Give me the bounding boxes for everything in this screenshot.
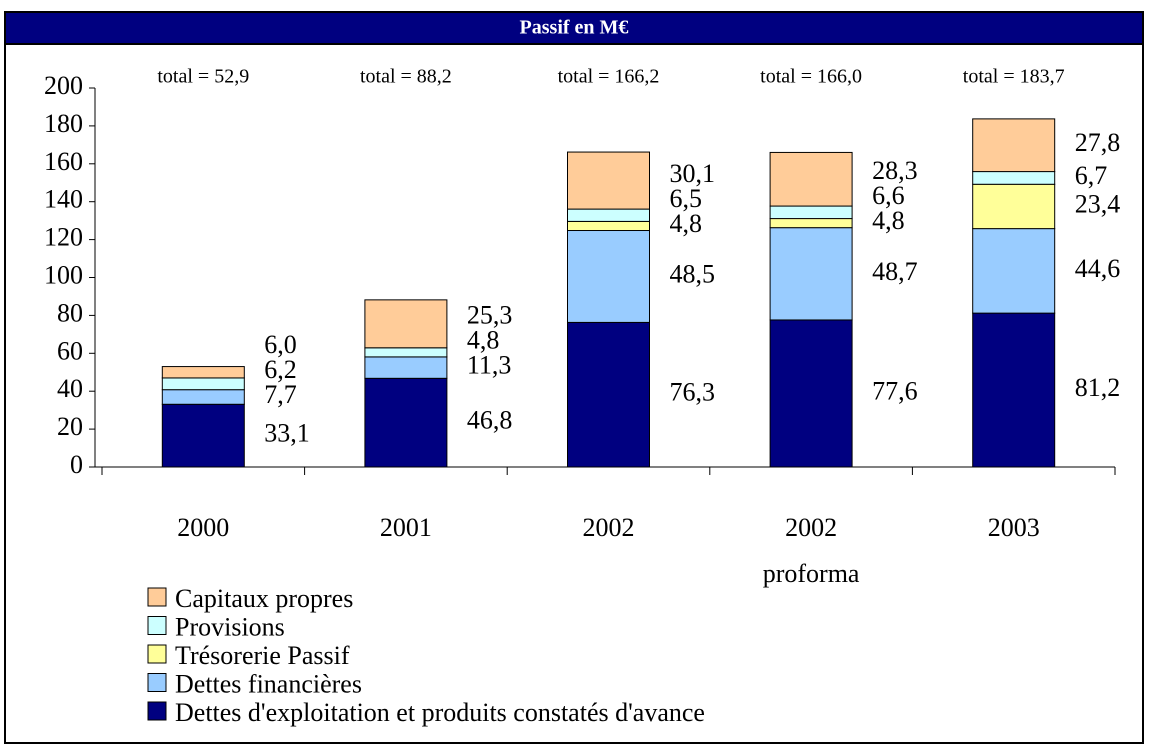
bar-segment — [161, 366, 245, 379]
x-tick-label-line: 2002 — [583, 513, 635, 542]
value-label: 7,7 — [264, 380, 297, 409]
total-label: total = 183,7 — [963, 66, 1065, 88]
bar-segment — [567, 321, 650, 468]
bar-segment — [567, 151, 650, 210]
x-tick-label: 2002 proforma — [763, 513, 860, 588]
bar-segment — [972, 171, 1056, 185]
x-tick-label-line: proforma — [763, 559, 860, 588]
legend-label: Dettes financières — [175, 669, 362, 698]
y-tick-label: 20 — [57, 412, 83, 441]
x-tick-label: 2001 — [380, 513, 432, 542]
legend-swatch — [147, 673, 167, 692]
bar-segment — [972, 228, 1056, 314]
bar-segment — [364, 377, 448, 468]
value-label: 4,8 — [467, 326, 500, 355]
legend-swatch — [147, 616, 167, 635]
y-tick-label: 160 — [44, 147, 83, 176]
bar-segment — [567, 230, 650, 323]
legend-label: Provisions — [175, 612, 285, 641]
total-label: total = 52,9 — [157, 66, 249, 88]
y-tick-label: 140 — [44, 185, 83, 214]
x-tick-label: 2000 — [177, 513, 229, 542]
x-tick-label: 2003 — [988, 513, 1040, 542]
x-tick-label-line: 2002 — [785, 513, 837, 542]
bar-segment — [161, 377, 245, 391]
legend-swatch — [147, 587, 167, 607]
value-label: 76,3 — [670, 378, 716, 407]
x-tick-label-line: 2003 — [988, 513, 1040, 542]
y-tick-label: 200 — [44, 71, 83, 100]
bar-segment — [769, 218, 853, 229]
bar-segment — [769, 151, 853, 207]
value-label: 77,6 — [872, 376, 918, 405]
bar-segment — [567, 208, 650, 222]
y-tick-label: 120 — [44, 223, 83, 252]
bar-segment — [364, 356, 448, 379]
legend-label: Capitaux propres — [175, 584, 353, 613]
legend-label: Dettes d'exploitation et produits consta… — [175, 698, 705, 727]
legend-swatch — [147, 644, 167, 664]
value-label: 4,8 — [670, 209, 703, 238]
value-label: 4,8 — [872, 206, 905, 235]
x-tick-label-line: 2000 — [177, 513, 229, 542]
value-label: 44,6 — [1075, 254, 1121, 283]
y-tick-label: 0 — [70, 450, 83, 479]
x-tick-label: 2002 — [583, 513, 635, 542]
x-tick-label-line: 2001 — [380, 513, 432, 542]
value-label: 30,1 — [670, 159, 716, 188]
value-label: 6,5 — [670, 184, 703, 213]
header-bar — [4, 11, 1144, 45]
value-label: 33,1 — [264, 419, 310, 448]
bar-segment — [972, 312, 1056, 468]
chart-title: Passif en M€ — [520, 17, 629, 39]
y-tick-label: 100 — [44, 260, 83, 289]
bar-segment — [972, 183, 1056, 230]
value-label: 6,0 — [264, 330, 297, 359]
y-tick-label: 60 — [57, 336, 83, 365]
bar-segment — [364, 347, 448, 358]
value-label: 46,8 — [467, 406, 513, 435]
value-label: 23,4 — [1075, 189, 1121, 218]
y-tick-label: 80 — [57, 298, 83, 327]
bar-segment — [567, 220, 650, 232]
value-label: 6,6 — [872, 181, 905, 210]
y-tick-label: 180 — [44, 109, 83, 138]
value-label: 11,3 — [467, 351, 512, 380]
bar-segment — [769, 319, 853, 468]
value-label: 81,2 — [1075, 373, 1121, 402]
legend-label: Trésorerie Passif — [175, 641, 350, 670]
value-label: 28,3 — [872, 156, 918, 185]
bar-segment — [161, 389, 245, 405]
y-tick-label: 40 — [57, 374, 83, 403]
total-label: total = 166,2 — [558, 66, 660, 88]
total-label: total = 166,0 — [760, 66, 862, 88]
value-label: 6,7 — [1075, 161, 1108, 190]
value-label: 27,8 — [1075, 128, 1121, 157]
bar-segment — [769, 205, 853, 220]
bar-segment — [161, 403, 245, 468]
value-label: 25,3 — [467, 301, 513, 330]
bar-segment — [972, 118, 1056, 173]
bar-segment — [364, 299, 448, 349]
value-label: 6,2 — [264, 355, 297, 384]
value-label: 48,5 — [670, 259, 716, 288]
legend-swatch — [147, 701, 167, 721]
bar-segment — [769, 227, 853, 321]
total-label: total = 88,2 — [360, 66, 452, 88]
value-label: 48,7 — [872, 257, 918, 286]
